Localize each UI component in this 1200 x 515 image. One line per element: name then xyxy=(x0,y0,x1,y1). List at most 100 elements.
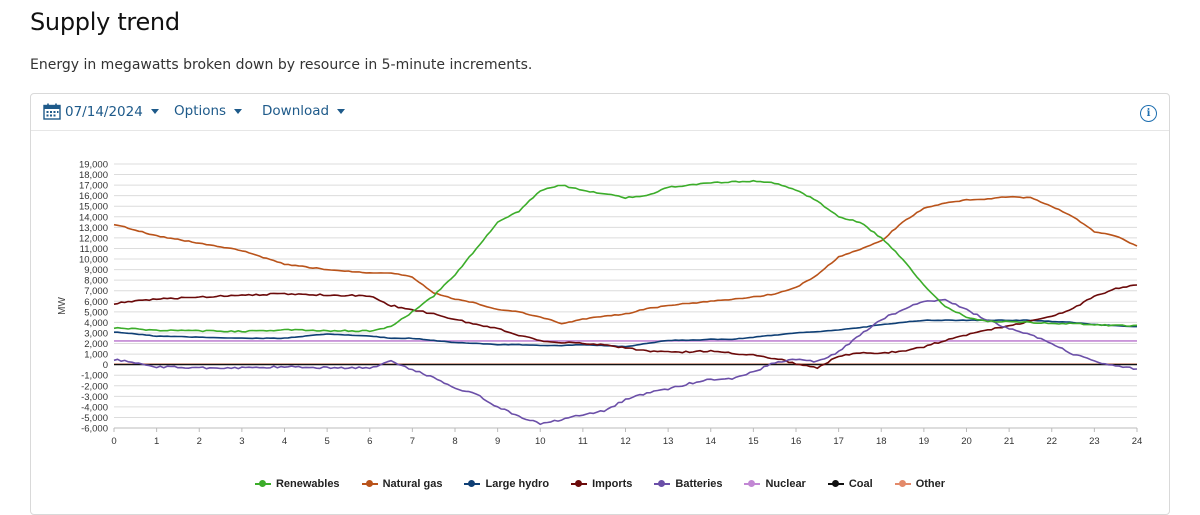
options-menu[interactable]: Options xyxy=(174,103,243,119)
y-tick-labels: 19,00018,00017,00016,00015,00014,00013,0… xyxy=(79,160,108,435)
date-picker[interactable]: 07/14/2024 xyxy=(43,103,159,120)
y-tick-label: 4,000 xyxy=(84,318,108,329)
y-tick-label: 19,000 xyxy=(79,160,108,171)
y-tick-label: -2,000 xyxy=(81,381,108,392)
legend-item-other[interactable]: Other xyxy=(894,478,946,490)
x-tick-label: 12 xyxy=(620,436,631,447)
x-tick-label: 24 xyxy=(1132,436,1143,447)
series-line-batteries[interactable] xyxy=(113,298,1138,426)
y-tick-label: 9,000 xyxy=(84,265,108,276)
x-tick-label: 10 xyxy=(535,436,546,447)
legend-marker xyxy=(894,480,911,488)
x-tick-label: 3 xyxy=(239,436,244,447)
series-line-imports[interactable] xyxy=(113,284,1138,370)
x-tick-label: 22 xyxy=(1046,436,1057,447)
legend-marker xyxy=(654,480,671,488)
y-tick-label: 5,000 xyxy=(84,307,108,318)
y-tick-label: 1,000 xyxy=(84,350,108,361)
y-tick-label: 15,000 xyxy=(79,202,108,213)
y-tick-label: 14,000 xyxy=(79,212,108,223)
x-tick-label: 21 xyxy=(1004,436,1015,447)
chart-panel: 07/14/2024 Options Download i 19,000 18,0… xyxy=(30,93,1170,515)
chart-grid xyxy=(113,163,1138,432)
y-tick-label: 6,000 xyxy=(84,297,108,308)
x-tick-label: 13 xyxy=(663,436,674,447)
page-subtitle: Energy in megawatts broken down by resou… xyxy=(30,57,533,73)
y-tick-label: 16,000 xyxy=(79,191,108,202)
date-label: 07/14/2024 xyxy=(65,103,143,120)
y-tick-label: 7,000 xyxy=(84,286,108,297)
y-tick-label: -4,000 xyxy=(81,402,108,413)
y-tick-label: -5,000 xyxy=(81,413,108,424)
y-tick-label: 10,000 xyxy=(79,255,108,266)
x-tick-label: 6 xyxy=(367,436,372,447)
legend-label: Natural gas xyxy=(382,478,443,490)
legend-label: Large hydro xyxy=(485,478,550,490)
x-tick-label: 8 xyxy=(452,436,457,447)
legend-label: Other xyxy=(915,478,946,490)
series-line-renewables[interactable] xyxy=(113,179,1138,333)
chart-legend: Renewables Natural gas Large hydro Imports B… xyxy=(31,478,1169,490)
x-tick-label: 18 xyxy=(876,436,887,447)
y-tick-label: 13,000 xyxy=(79,223,108,234)
legend-marker xyxy=(464,480,481,488)
calendar-icon xyxy=(43,103,61,120)
x-tick-label: 20 xyxy=(961,436,972,447)
y-tick-label: -6,000 xyxy=(81,424,108,435)
y-tick-label: 18,000 xyxy=(79,170,108,181)
x-tick-labels: 0 1 2 3 4 5 6 7 8 9 10 11 12 13 14 15 16 17 18 19 20 21 22 23 24 xyxy=(111,436,1142,447)
chevron-down-icon xyxy=(337,108,346,114)
legend-label: Renewables xyxy=(275,478,340,490)
x-tick-label: 23 xyxy=(1089,436,1100,447)
series-line-natural-gas[interactable] xyxy=(113,195,1138,325)
x-tick-label: 4 xyxy=(282,436,287,447)
legend-item-imports[interactable]: Imports xyxy=(571,478,632,490)
y-tick-label: 3,000 xyxy=(84,328,108,339)
x-tick-label: 19 xyxy=(919,436,930,447)
page-title: Supply trend xyxy=(30,8,180,36)
y-tick-label: 11,000 xyxy=(80,244,108,255)
legend-label: Batteries xyxy=(675,478,723,490)
x-tick-label: 14 xyxy=(705,436,716,447)
legend-label: Nuclear xyxy=(765,478,806,490)
legend-item-natural-gas[interactable]: Natural gas xyxy=(361,478,443,490)
supply-trend-chart: 19,00018,00017,00016,00015,00014,00013,0… xyxy=(57,160,1142,448)
series-line-large-hydro[interactable] xyxy=(114,319,1137,348)
y-tick-label: -1,000 xyxy=(81,371,108,382)
x-tick-label: 7 xyxy=(410,436,415,447)
legend-item-nuclear[interactable]: Nuclear xyxy=(744,478,806,490)
info-icon[interactable]: i xyxy=(1140,105,1157,122)
legend-marker xyxy=(571,480,588,488)
legend-label: Imports xyxy=(592,478,633,490)
y-tick-label: 12,000 xyxy=(79,233,108,244)
y-tick-label: 2,000 xyxy=(84,339,108,350)
x-tick-label: 15 xyxy=(748,436,759,447)
options-label: Options xyxy=(174,103,227,119)
y-tick-label: 8,000 xyxy=(84,276,108,287)
legend-item-renewables[interactable]: Renewables xyxy=(254,478,340,490)
x-tick-label: 1 xyxy=(154,436,159,447)
legend-marker xyxy=(361,480,378,488)
x-tick-label: 2 xyxy=(197,436,202,447)
x-tick-label: 17 xyxy=(833,436,844,447)
chevron-down-icon xyxy=(150,109,159,114)
x-tick-label: 11 xyxy=(578,436,588,447)
x-tick-label: 0 xyxy=(111,436,116,447)
chevron-down-icon xyxy=(234,108,243,114)
x-tick-label: 5 xyxy=(324,436,329,447)
legend-marker xyxy=(254,480,271,488)
legend-marker xyxy=(827,480,844,488)
download-label: Download xyxy=(262,103,330,119)
y-tick-label: 17,000 xyxy=(79,181,108,192)
legend-item-coal[interactable]: Coal xyxy=(827,478,873,490)
chart-toolbar: 07/14/2024 Options Download i xyxy=(31,94,1169,131)
y-axis-label: MW xyxy=(57,297,68,315)
x-tick-label: 16 xyxy=(791,436,802,447)
chart-series xyxy=(113,179,1138,426)
download-menu[interactable]: Download xyxy=(262,103,346,119)
y-tick-label: 0 xyxy=(103,360,108,371)
y-tick-label: -3,000 xyxy=(81,392,108,403)
legend-item-large-hydro[interactable]: Large hydro xyxy=(464,478,549,490)
legend-marker xyxy=(744,480,761,488)
legend-item-batteries[interactable]: Batteries xyxy=(654,478,722,490)
